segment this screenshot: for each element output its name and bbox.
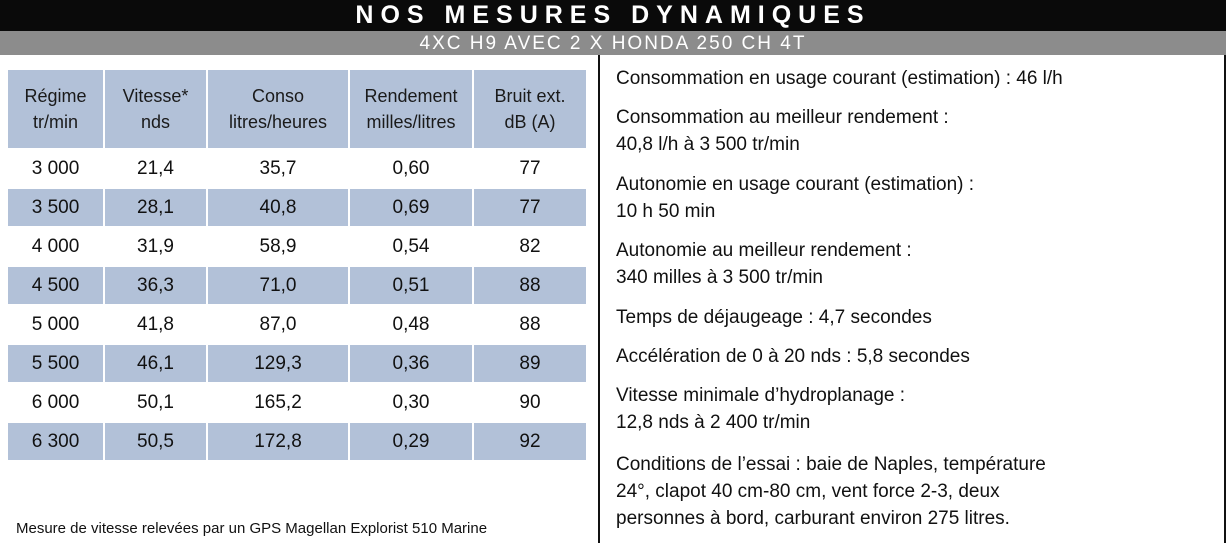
measures-table: Régime tr/min Vitesse* nds Conso litres/… bbox=[6, 68, 588, 462]
table-row: 5 500 46,1 129,3 0,36 89 bbox=[6, 343, 588, 384]
cell-regime: 6 300 bbox=[6, 421, 105, 462]
cell-regime: 5 500 bbox=[6, 343, 105, 384]
header-conso-line1: Conso bbox=[251, 86, 305, 106]
cell-rendement: 0,54 bbox=[348, 226, 474, 267]
table-row: 4 000 31,9 58,9 0,54 82 bbox=[6, 226, 588, 267]
info-autonomie-courante: Autonomie en usage courant (estimation) … bbox=[616, 174, 975, 222]
footnote: Mesure de vitesse relevées par un GPS Ma… bbox=[16, 520, 488, 537]
info-consommation-courante: Consommation en usage courant (estimatio… bbox=[616, 68, 1063, 89]
cell-rendement: 0,69 bbox=[348, 187, 474, 228]
cell-regime: 4 000 bbox=[6, 226, 105, 267]
cell-bruit: 77 bbox=[472, 187, 588, 228]
header-vitesse: Vitesse* nds bbox=[103, 68, 208, 150]
cell-conso: 40,8 bbox=[206, 187, 350, 228]
header-vitesse-line2: nds bbox=[140, 112, 171, 132]
cell-bruit: 77 bbox=[472, 148, 588, 189]
page-subtitle: 4XC H9 AVEC 2 X HONDA 250 CH 4T bbox=[0, 31, 1226, 55]
right-border bbox=[1224, 55, 1226, 543]
cell-vitesse: 28,1 bbox=[103, 187, 208, 228]
header-rendement-line2: milles/litres bbox=[366, 112, 456, 132]
cell-regime: 3 000 bbox=[6, 148, 105, 189]
cell-rendement: 0,36 bbox=[348, 343, 474, 384]
table-row: 6 000 50,1 165,2 0,30 90 bbox=[6, 382, 588, 423]
table-row: 3 500 28,1 40,8 0,69 77 bbox=[6, 187, 588, 228]
header-regime-line1: Régime bbox=[24, 86, 87, 106]
measures-panel: Régime tr/min Vitesse* nds Conso litres/… bbox=[0, 55, 600, 543]
cell-bruit: 88 bbox=[472, 304, 588, 345]
table-row: 5 000 41,8 87,0 0,48 88 bbox=[6, 304, 588, 345]
cell-vitesse: 31,9 bbox=[103, 226, 208, 267]
cell-rendement: 0,51 bbox=[348, 265, 474, 306]
header-bruit-line2: dB (A) bbox=[504, 112, 556, 132]
table-header-row: Régime tr/min Vitesse* nds Conso litres/… bbox=[6, 68, 588, 150]
cell-conso: 172,8 bbox=[206, 421, 350, 462]
info-temps-dejaugeage: Temps de déjaugeage : 4,7 secondes bbox=[616, 307, 932, 328]
cell-regime: 4 500 bbox=[6, 265, 105, 306]
header-rendement: Rendement milles/litres bbox=[348, 68, 474, 150]
cell-vitesse: 36,3 bbox=[103, 265, 208, 306]
info-vitesse-hydroplanage: Vitesse minimale d’hydroplanage : 12,8 n… bbox=[616, 385, 906, 433]
header-bruit: Bruit ext. dB (A) bbox=[472, 68, 588, 150]
cell-vitesse: 41,8 bbox=[103, 304, 208, 345]
header-regime-line2: tr/min bbox=[33, 112, 78, 132]
cell-conso: 87,0 bbox=[206, 304, 350, 345]
cell-conso: 58,9 bbox=[206, 226, 350, 267]
cell-bruit: 92 bbox=[472, 421, 588, 462]
cell-conso: 129,3 bbox=[206, 343, 350, 384]
cell-vitesse: 50,5 bbox=[103, 421, 208, 462]
cell-vitesse: 21,4 bbox=[103, 148, 208, 189]
page-title: NOS MESURES DYNAMIQUES bbox=[0, 0, 1226, 31]
header-rendement-line1: Rendement bbox=[364, 86, 458, 106]
cell-bruit: 90 bbox=[472, 382, 588, 423]
cell-rendement: 0,29 bbox=[348, 421, 474, 462]
cell-vitesse: 46,1 bbox=[103, 343, 208, 384]
info-autonomie-rendement: Autonomie au meilleur rendement : 340 mi… bbox=[616, 240, 912, 288]
table-row: 6 300 50,5 172,8 0,29 92 bbox=[6, 421, 588, 462]
table-row: 3 000 21,4 35,7 0,60 77 bbox=[6, 148, 588, 189]
table-row: 4 500 36,3 71,0 0,51 88 bbox=[6, 265, 588, 306]
cell-bruit: 89 bbox=[472, 343, 588, 384]
cell-bruit: 88 bbox=[472, 265, 588, 306]
info-conditions-essai: Conditions de l’essai : baie de Naples, … bbox=[616, 454, 1046, 529]
cell-regime: 5 000 bbox=[6, 304, 105, 345]
cell-conso: 71,0 bbox=[206, 265, 350, 306]
header-vitesse-line1: Vitesse* bbox=[122, 86, 189, 106]
results-panel: Consommation en usage courant (estimatio… bbox=[616, 55, 1216, 543]
cell-regime: 6 000 bbox=[6, 382, 105, 423]
cell-regime: 3 500 bbox=[6, 187, 105, 228]
header-conso: Conso litres/heures bbox=[206, 68, 350, 150]
info-consommation-rendement: Consommation au meilleur rendement : 40,… bbox=[616, 107, 949, 155]
header-bruit-line1: Bruit ext. bbox=[494, 86, 566, 106]
header-conso-line2: litres/heures bbox=[228, 112, 328, 132]
cell-rendement: 0,30 bbox=[348, 382, 474, 423]
cell-conso: 35,7 bbox=[206, 148, 350, 189]
column-divider bbox=[598, 55, 600, 543]
info-acceleration: Accélération de 0 à 20 nds : 5,8 seconde… bbox=[616, 346, 970, 367]
cell-rendement: 0,48 bbox=[348, 304, 474, 345]
cell-bruit: 82 bbox=[472, 226, 588, 267]
cell-vitesse: 50,1 bbox=[103, 382, 208, 423]
header-regime: Régime tr/min bbox=[6, 68, 105, 150]
cell-rendement: 0,60 bbox=[348, 148, 474, 189]
cell-conso: 165,2 bbox=[206, 382, 350, 423]
